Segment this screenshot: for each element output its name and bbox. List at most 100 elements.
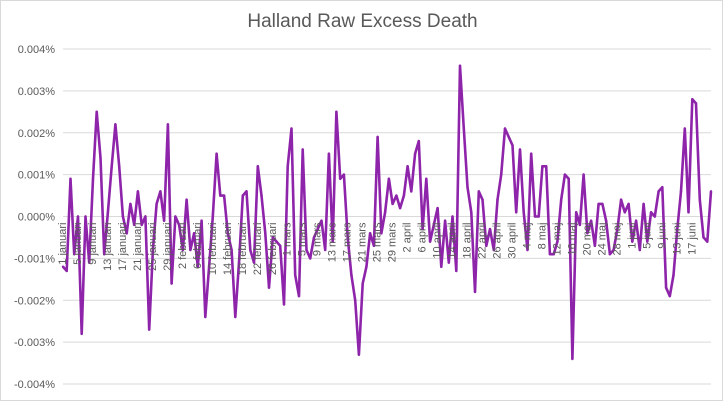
y-tick-label: -0.003% <box>14 337 55 349</box>
data-point <box>413 152 417 155</box>
data-point <box>132 223 136 227</box>
data-point <box>151 248 155 252</box>
x-tick-label: 5 januari <box>72 223 84 265</box>
data-point <box>473 290 477 294</box>
data-point <box>653 215 657 218</box>
data-point <box>365 265 368 268</box>
data-point <box>200 219 203 222</box>
data-point <box>376 135 379 139</box>
data-point <box>582 173 585 176</box>
data-point <box>627 202 630 206</box>
x-tick-label: 17 juni <box>686 223 698 255</box>
data-point <box>275 240 278 243</box>
data-point <box>76 215 80 218</box>
data-point <box>559 198 563 201</box>
data-point <box>462 127 465 130</box>
x-tick-label: 12 maj <box>551 223 563 256</box>
data-point <box>578 223 582 227</box>
data-point <box>237 261 241 264</box>
data-point <box>219 194 222 197</box>
x-tick-label: 2 april <box>402 223 414 253</box>
data-point <box>294 273 297 277</box>
data-point <box>226 232 230 235</box>
data-point <box>402 194 406 197</box>
data-point <box>162 219 166 222</box>
data-point <box>73 252 76 256</box>
x-tick-label: 9 januari <box>87 223 99 265</box>
data-point <box>129 202 132 206</box>
data-point <box>440 265 443 268</box>
data-point <box>95 110 98 114</box>
data-point <box>511 144 514 147</box>
data-point <box>455 269 458 273</box>
data-point <box>170 282 173 285</box>
x-tick-label: 13 juni <box>671 223 683 255</box>
data-point <box>338 177 342 181</box>
data-point <box>290 127 293 130</box>
data-point <box>428 240 432 243</box>
x-tick-label: 17 mars <box>342 222 354 262</box>
data-point <box>574 211 578 214</box>
y-tick-label: 0.003% <box>18 86 56 98</box>
data-point <box>395 194 398 197</box>
data-point <box>69 177 72 181</box>
data-point <box>526 248 529 252</box>
data-point <box>485 244 488 248</box>
data-point <box>372 244 376 248</box>
data-point <box>327 152 331 155</box>
data-point <box>103 252 106 256</box>
data-point <box>421 227 424 231</box>
data-point <box>222 194 226 197</box>
data-point <box>432 223 436 227</box>
data-point <box>530 152 533 155</box>
data-point <box>443 219 447 222</box>
data-point <box>500 173 503 176</box>
data-point <box>353 299 357 302</box>
data-point <box>368 232 372 235</box>
data-point <box>106 211 110 214</box>
data-point <box>264 232 267 235</box>
x-tick-label: 30 april <box>506 223 518 259</box>
data-point <box>567 177 570 181</box>
y-tick-label: -0.001% <box>14 253 55 265</box>
y-tick-label: 0.004% <box>18 44 56 56</box>
y-tick-label: 0.001% <box>18 170 56 182</box>
data-point <box>619 198 623 201</box>
data-point <box>646 240 649 243</box>
data-point <box>174 215 177 218</box>
data-point <box>518 148 522 151</box>
data-point <box>447 261 451 264</box>
data-point <box>256 165 259 168</box>
data-point <box>305 248 308 252</box>
data-point <box>84 215 87 218</box>
x-tick-label: 8 maj <box>536 223 548 250</box>
data-point <box>522 211 525 214</box>
data-point <box>661 185 664 189</box>
data-point <box>309 257 312 260</box>
data-point <box>177 223 181 227</box>
data-point <box>507 135 510 139</box>
data-point <box>301 148 304 151</box>
x-tick-label: 1 januari <box>57 223 69 265</box>
data-point <box>230 248 233 252</box>
data-point <box>417 139 421 143</box>
data-point <box>323 248 327 252</box>
data-point <box>99 156 102 160</box>
data-point <box>586 232 589 235</box>
data-point <box>515 211 518 214</box>
data-point <box>425 177 428 181</box>
data-point <box>166 123 170 126</box>
x-tick-label: 29 januari <box>162 223 174 271</box>
series-line <box>62 64 713 361</box>
data-point <box>380 232 383 235</box>
x-tick-label: 18 april <box>462 223 474 259</box>
x-tick-label: 4 maj <box>521 223 533 250</box>
data-point <box>691 98 694 101</box>
data-point <box>361 282 364 285</box>
y-tick-label: 0.000% <box>18 212 56 224</box>
data-point <box>91 177 95 181</box>
x-tick-label: 6 februari <box>192 223 204 269</box>
data-point <box>410 190 413 193</box>
data-point <box>477 190 480 193</box>
data-point <box>189 248 192 252</box>
